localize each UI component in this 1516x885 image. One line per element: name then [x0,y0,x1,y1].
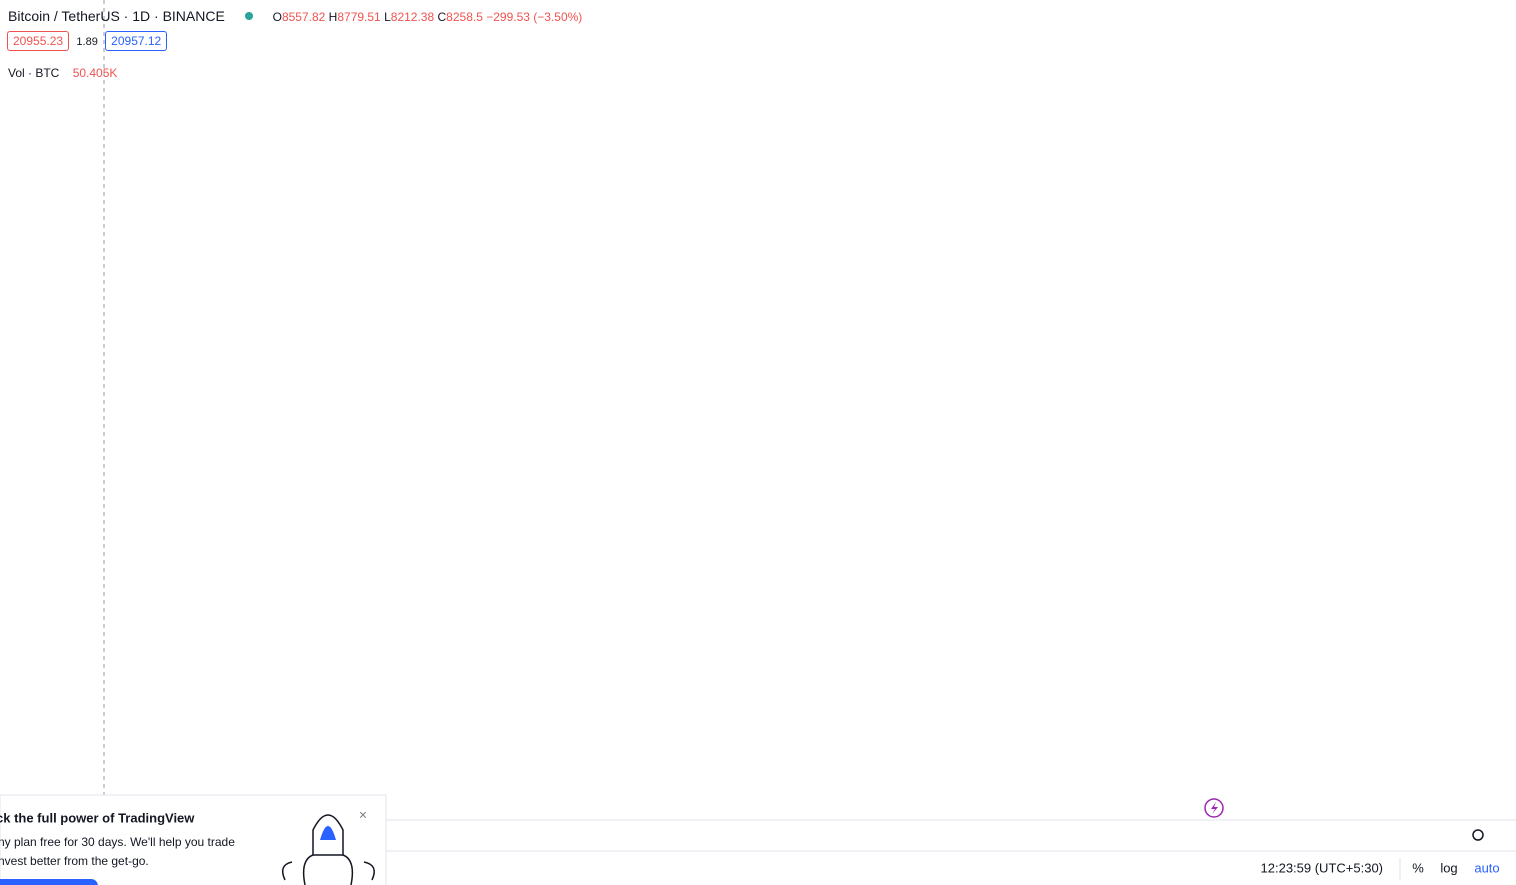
l-label: L [384,10,391,24]
change: −299.53 [486,10,530,24]
promo-title: ck the full power of TradingView [0,810,195,825]
bid-ask: 20955.23 1.89 20957.12 [7,31,168,51]
close: 8258.5 [446,10,483,24]
header-row: Bitcoin / TetherUS · 1D · BINANCE O8557.… [8,8,582,24]
c-label: C [437,10,447,24]
settings-icon[interactable] [1472,829,1484,841]
open: 8557.82 [281,10,326,24]
status-dot [244,12,253,20]
clock: 12:23:59 (UTC+5:30) [1261,860,1383,875]
ask[interactable]: 20957.12 [105,31,168,51]
h-label: H [328,10,338,24]
volume-legend: Vol · BTC 50.405K [8,66,117,80]
promo-text: nvest better from the get-go. [0,854,149,868]
auto-toggle[interactable]: auto [1474,860,1499,875]
rocket-icon [281,814,375,885]
percent-toggle[interactable]: % [1412,860,1424,875]
events-bolt [1211,802,1218,814]
low: 8212.38 [390,10,435,24]
promo-button[interactable] [0,879,98,885]
symbol-title[interactable]: Bitcoin / TetherUS · 1D · BINANCE [8,8,225,24]
vol-title: Vol · BTC [8,66,60,80]
ohlc: O8557.82 H8779.51 L8212.38 C8258.5 −299.… [273,10,583,24]
vol-value: 50.405K [72,66,118,80]
promo-text: ny plan free for 30 days. We'll help you… [0,835,235,849]
o-label: O [272,10,282,24]
high: 8779.51 [337,10,381,24]
log-toggle[interactable]: log [1440,860,1457,875]
spread: 1.89 [76,36,98,48]
change-pct: (−3.50%) [533,10,583,24]
close-button[interactable]: × [359,807,367,823]
bid[interactable]: 20955.23 [7,31,70,51]
